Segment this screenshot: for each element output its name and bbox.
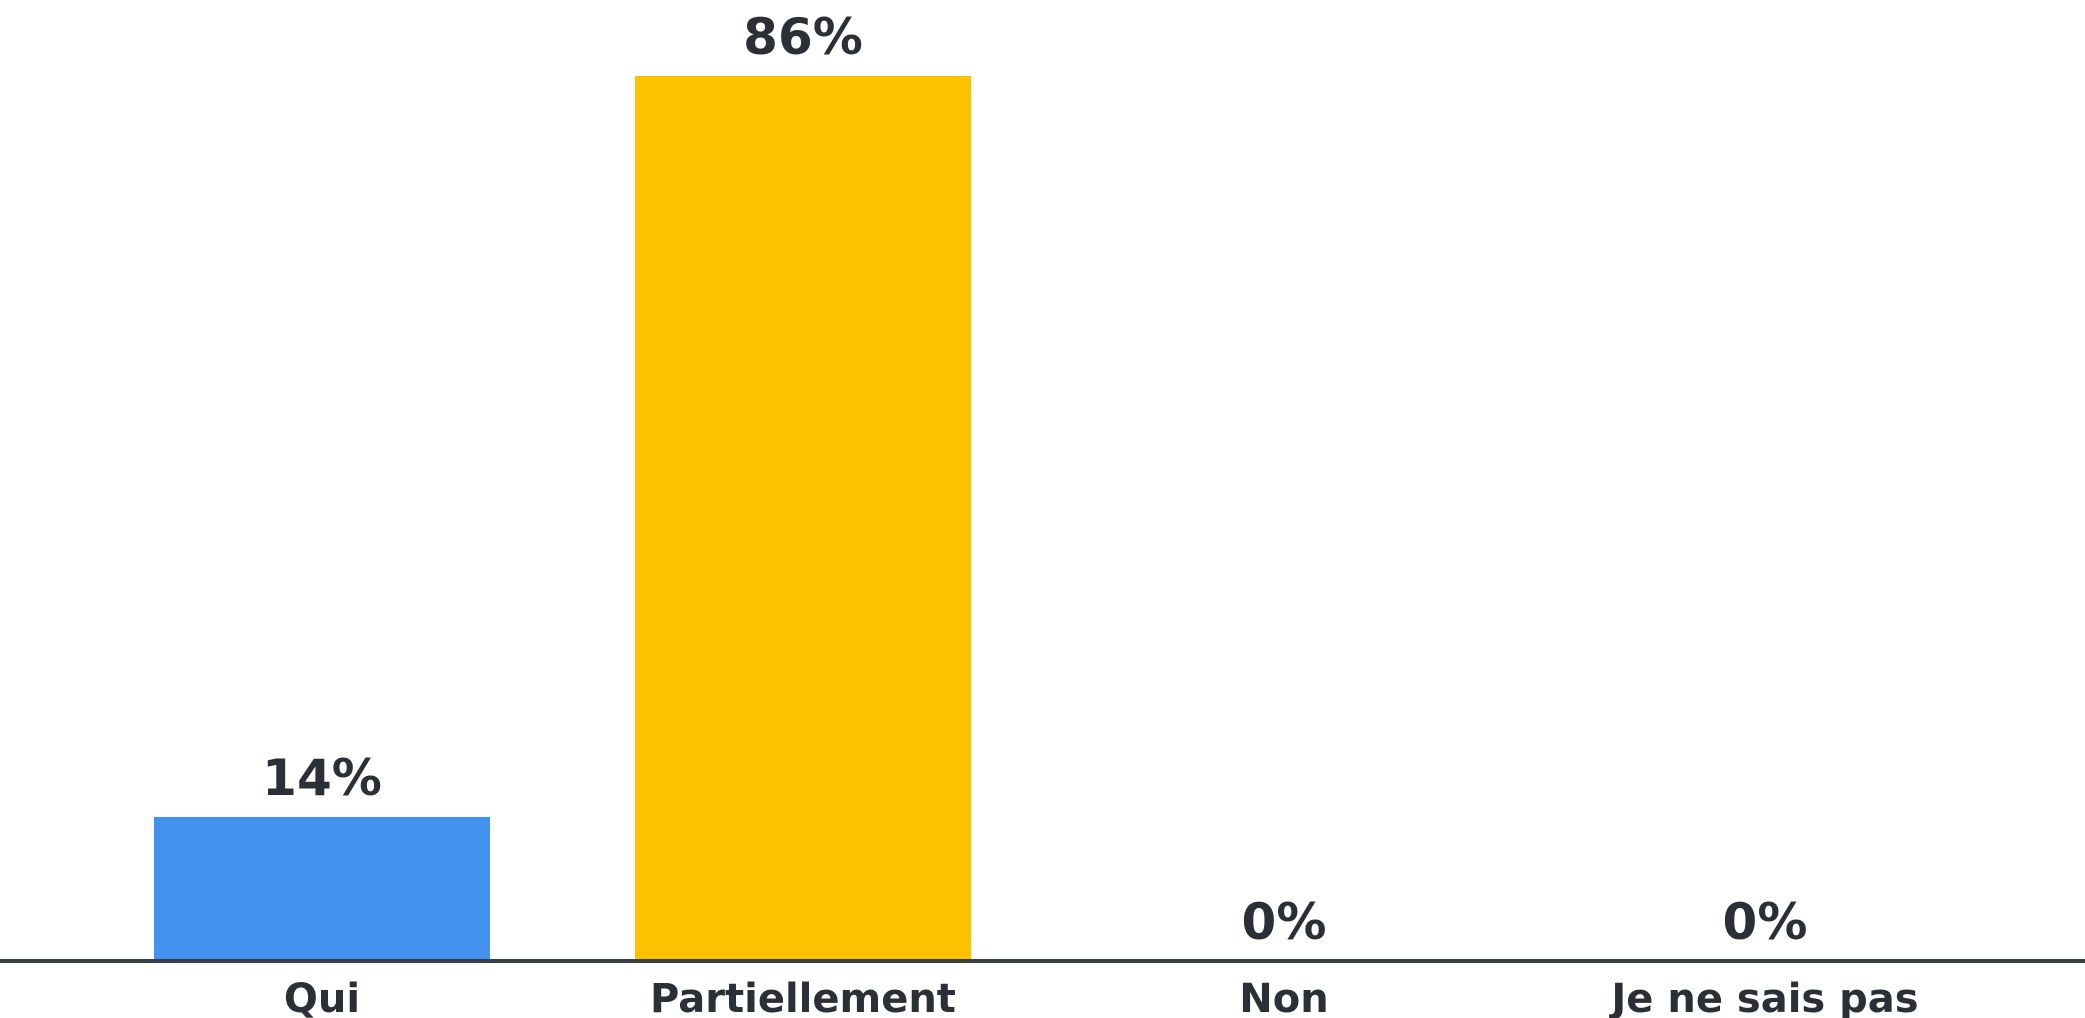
x-tick-label-je-ne-sais-pas: Je ne sais pas — [1608, 976, 1918, 1018]
x-tick-label-qui: Qui — [284, 976, 360, 1018]
data-label-qui: 14% — [262, 749, 382, 807]
x-tick-label-non: Non — [1239, 976, 1328, 1018]
x-tick-labels-group: Qui Partiellement Non Je ne sais pas — [284, 976, 1919, 1018]
bar-qui — [154, 816, 490, 961]
data-label-je-ne-sais-pas: 0% — [1723, 893, 1808, 951]
bars-group — [154, 76, 971, 961]
data-label-partiellement: 86% — [743, 8, 863, 66]
data-label-non: 0% — [1242, 893, 1327, 951]
value-labels-group: 14% 86% 0% 0% — [262, 8, 1807, 951]
bar-partiellement — [635, 76, 971, 961]
x-tick-label-partiellement: Partiellement — [650, 976, 956, 1018]
